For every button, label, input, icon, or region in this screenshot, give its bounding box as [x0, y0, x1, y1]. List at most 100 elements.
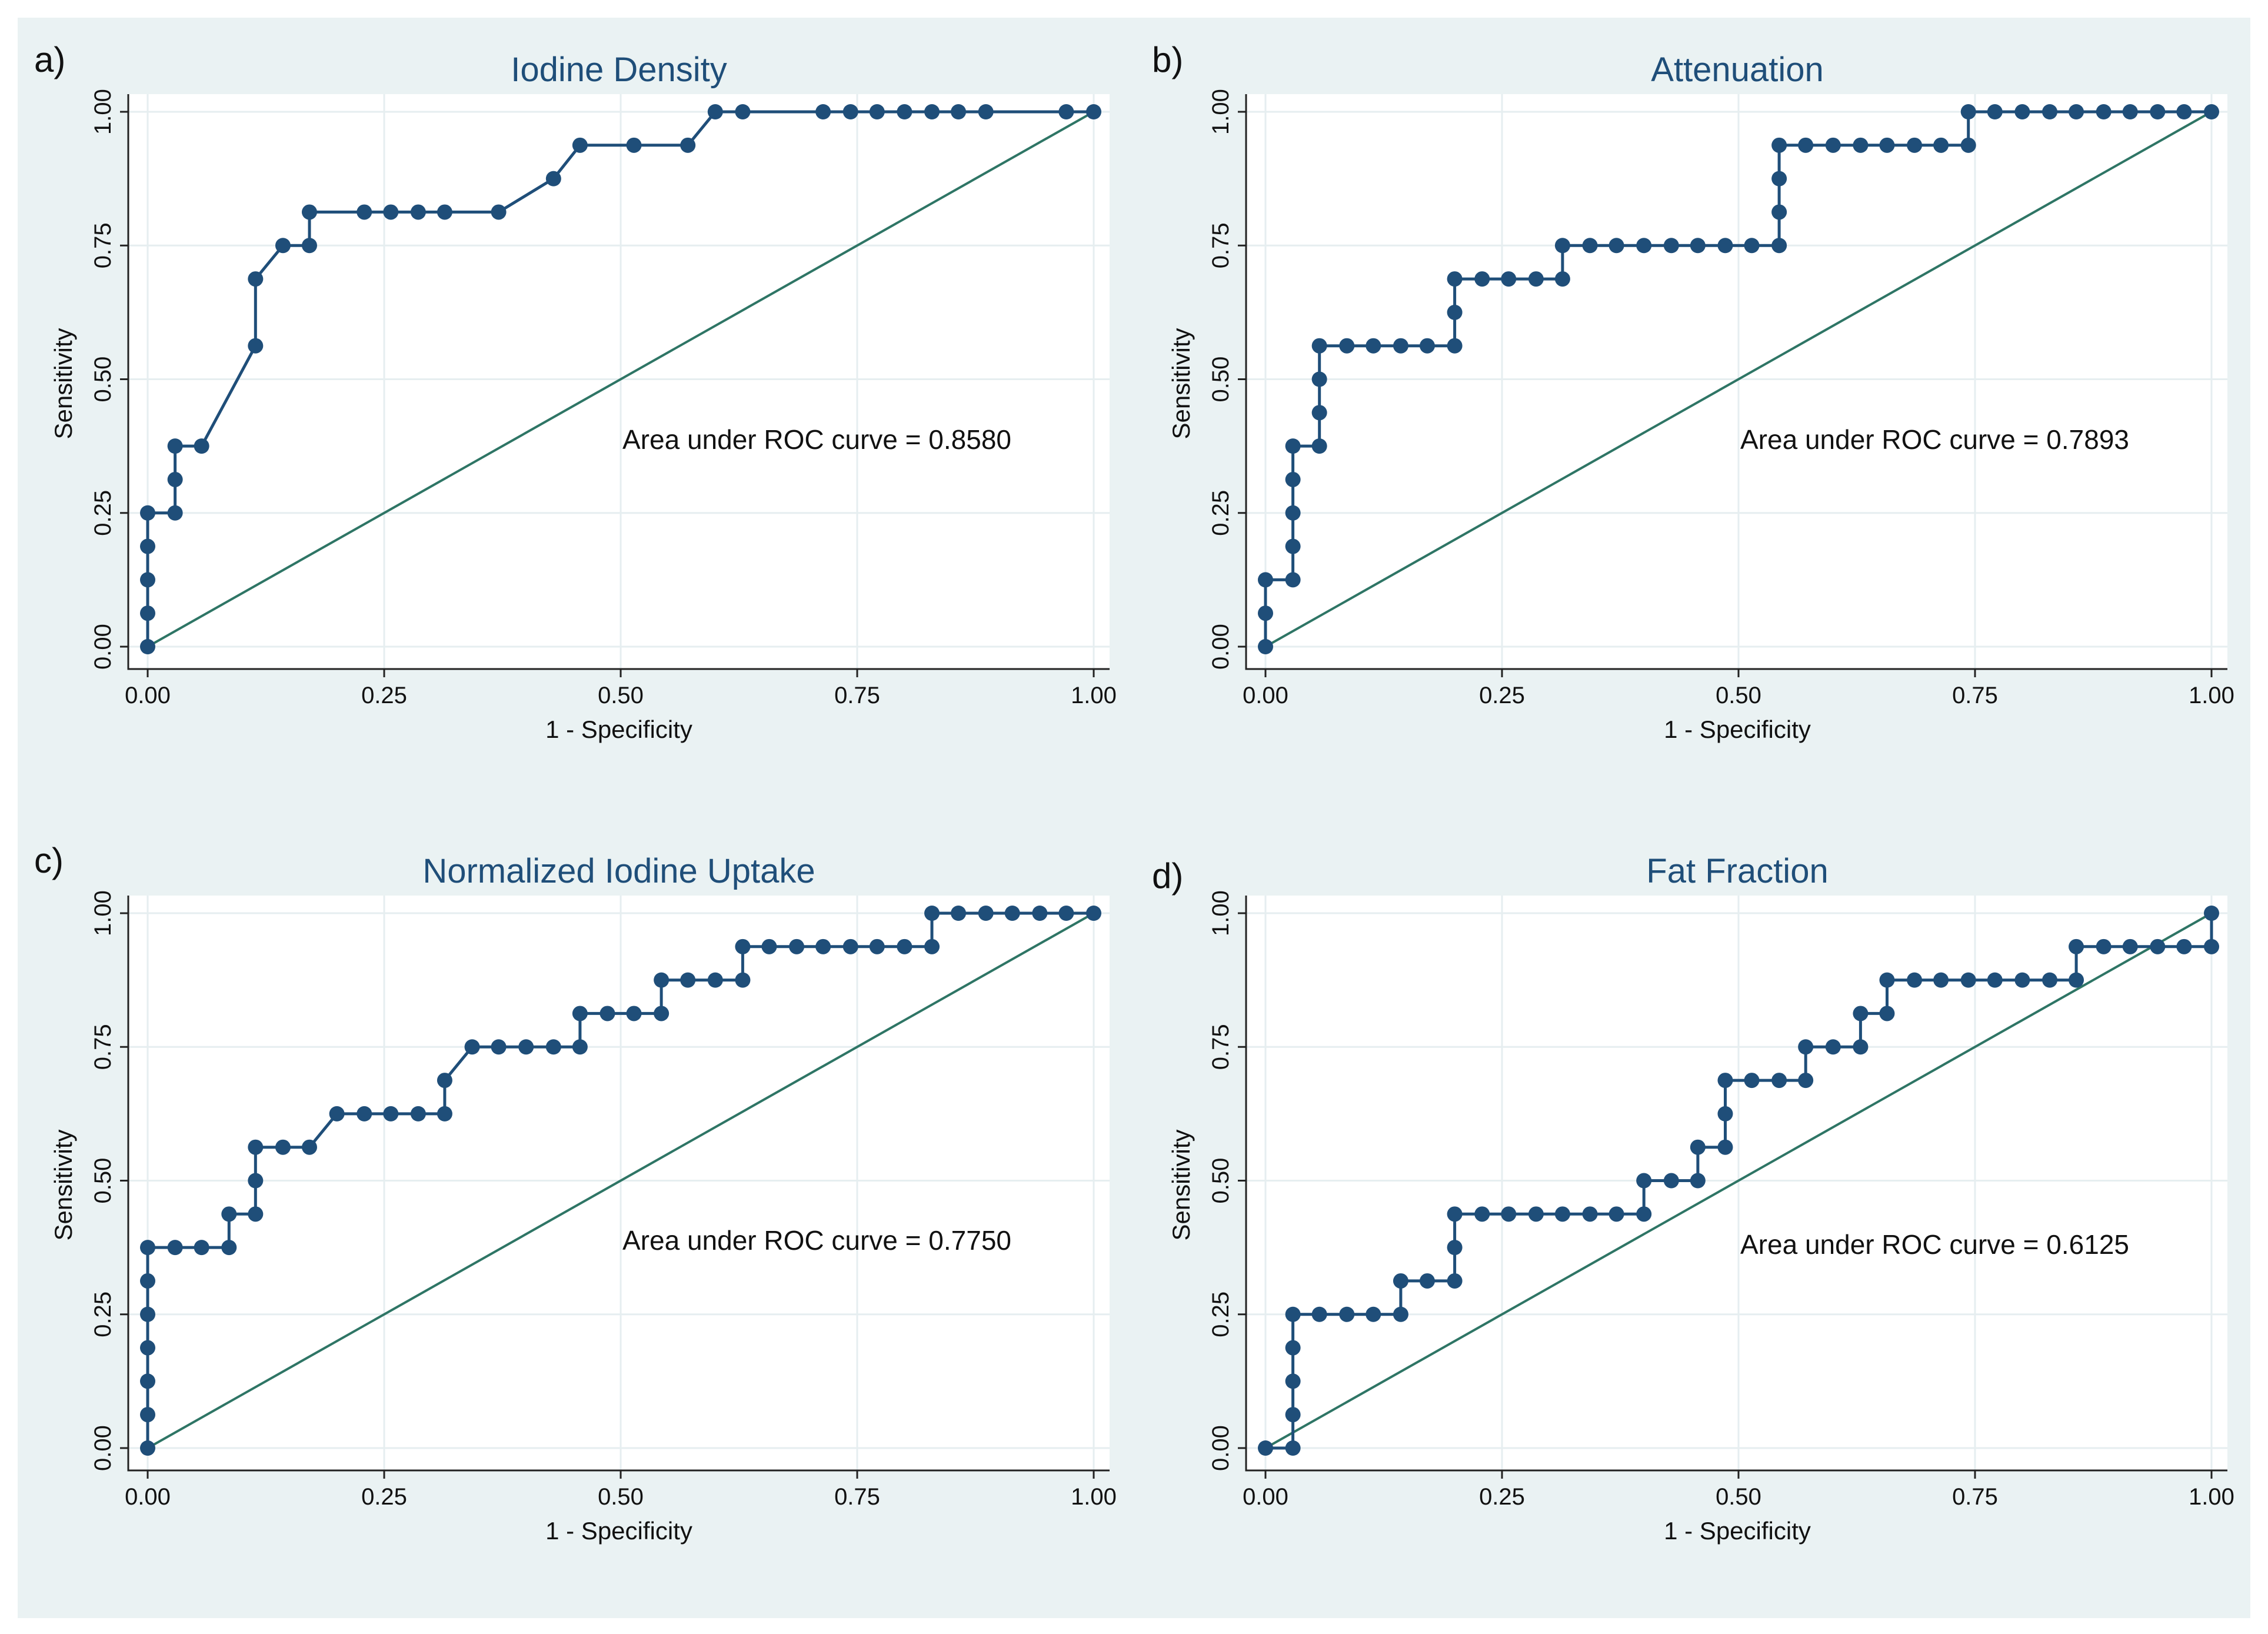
panel-a-roc-point-31 — [978, 104, 994, 119]
panel-b-roc-point-45 — [2042, 104, 2058, 119]
panel-b-roc-point-37 — [1853, 137, 1869, 153]
panel-b-title: Attenuation — [1651, 51, 1823, 89]
panel-b-roc-point-0 — [1258, 639, 1273, 654]
panel-c-roc-point-31 — [654, 972, 670, 988]
panel-b-axes — [1245, 94, 2227, 670]
panel-c-roc-point-16 — [329, 1106, 345, 1121]
panel-d-roc-point-15 — [1474, 1206, 1490, 1222]
panel-d-roc-point-41 — [1987, 972, 2003, 988]
panel-b-roc-point-5 — [1285, 505, 1301, 521]
panel-c-roc-point-11 — [248, 1206, 264, 1222]
panel-b-x-tick-label-0: 0.00 — [1243, 683, 1288, 708]
panel-d-y-tick-label-4: 1.00 — [1208, 890, 1234, 936]
panel-c-roc-point-44 — [951, 906, 967, 921]
panel-d-roc-point-48 — [2150, 939, 2166, 954]
panel-d-roc-point-31 — [1798, 1073, 1814, 1089]
panel-c-roc-point-7 — [167, 1240, 183, 1256]
panel-b-roc-point-24 — [1582, 238, 1598, 254]
panel-b-roc-point-39 — [1907, 137, 1923, 153]
panel-a-roc-point-7 — [167, 438, 183, 454]
panel-d-x-tick-label-2: 0.50 — [1716, 1484, 1761, 1510]
panel-d-roc-point-50 — [2204, 939, 2219, 954]
panel-c-roc-point-19 — [410, 1106, 426, 1121]
panel-d-plot-area — [1246, 896, 2227, 1470]
panel-d-roc-point-4 — [1285, 1340, 1301, 1356]
panel-d-x-axis-label: 1 - Specificity — [1664, 1517, 1811, 1545]
panel-d-auc-annotation: Area under ROC curve = 0.6125 — [1740, 1229, 2129, 1260]
panel-b-roc-point-23 — [1554, 238, 1570, 254]
panel-a-roc-point-8 — [194, 438, 209, 454]
panel-c-roc-point-40 — [869, 939, 885, 954]
panel-d-roc-point-44 — [2069, 972, 2084, 988]
panel-a-roc-point-12 — [301, 238, 317, 254]
panel-a-x-axis-label: 1 - Specificity — [545, 716, 692, 743]
panel-b-roc-point-31 — [1771, 238, 1787, 254]
panel-b-roc-point-11 — [1311, 338, 1327, 354]
panel-c-roc-point-37 — [789, 939, 805, 954]
panel-d-roc-point-49 — [2176, 939, 2192, 954]
panel-c-letter: c) — [34, 841, 64, 880]
panel-b-roc-point-3 — [1285, 572, 1301, 588]
panel-a-roc-points — [140, 104, 1101, 654]
panel-a-roc-point-9 — [248, 338, 264, 354]
panel-a-roc-curve — [146, 110, 1094, 647]
panel-a-roc-point-11 — [275, 238, 291, 254]
panel-b-roc-point-48 — [2122, 104, 2138, 119]
panel-a-auc-annotation: Area under ROC curve = 0.8580 — [622, 424, 1011, 455]
panel-d-roc-point-14 — [1447, 1206, 1463, 1222]
panel-a-y-ticks: 0.00 0.25 0.50 0.75 1.00 — [90, 89, 128, 670]
panel-d-roc-point-24 — [1690, 1173, 1706, 1189]
panel-a-roc-point-29 — [924, 104, 940, 119]
panel-d-y-tick-label-2: 0.50 — [1208, 1158, 1234, 1204]
panel-c-roc-point-21 — [437, 1073, 452, 1089]
panel-d-roc-point-20 — [1608, 1206, 1624, 1222]
panel-b-y-axis-label: Sensitivity — [1167, 328, 1195, 439]
panel-d-roc-point-8 — [1366, 1306, 1381, 1322]
panel-c-roc-point-3 — [140, 1340, 155, 1356]
panel-a-axes — [127, 94, 1110, 670]
panel-b-x-tick-label-3: 0.75 — [1952, 683, 1998, 708]
panel-c-roc-point-22 — [464, 1039, 480, 1055]
panel-a-roc-point-0 — [140, 639, 155, 654]
panel-a-reference-line — [147, 111, 1094, 648]
panel-c-roc-point-47 — [1032, 906, 1048, 921]
panel-b-y-tick-label-0: 0.00 — [1208, 624, 1234, 670]
panel-d-y-ticks: 0.00 0.25 0.50 0.75 1.00 — [1208, 890, 1246, 1471]
panel-c-roc-point-14 — [275, 1139, 291, 1155]
panel-d-y-tick-label-1: 0.25 — [1208, 1292, 1234, 1337]
panel-d-roc-point-28 — [1717, 1073, 1733, 1089]
panel-c-roc-point-38 — [815, 939, 831, 954]
panel-b-y-ticks: 0.00 0.25 0.50 0.75 1.00 — [1208, 89, 1246, 670]
panel-b-roc-point-27 — [1663, 238, 1679, 254]
panel-a-roc-point-2 — [140, 572, 155, 588]
panel-b-roc-point-41 — [1960, 137, 1976, 153]
panel-b-roc-point-49 — [2150, 104, 2166, 119]
panel-b-roc-point-42 — [1960, 104, 1976, 119]
panel-a-roc-point-24 — [735, 104, 751, 119]
panel-c-roc-point-41 — [897, 939, 912, 954]
panel-d-roc-curve — [1265, 913, 2213, 1450]
panel-c-roc-point-25 — [545, 1039, 561, 1055]
panel-c-roc-point-26 — [572, 1039, 588, 1055]
panel-c-reference-line — [147, 912, 1094, 1449]
panel-a-roc-point-32 — [1058, 104, 1074, 119]
panel-b-roc-point-22 — [1554, 271, 1570, 287]
panel-a-y-tick-label-2: 0.50 — [90, 357, 116, 402]
panel-c-roc-point-17 — [357, 1106, 372, 1121]
panel-d-roc-point-35 — [1853, 1006, 1869, 1021]
panel-d-roc-point-10 — [1393, 1273, 1408, 1289]
panel-c-roc-point-42 — [924, 939, 940, 954]
panel-a-letter: a) — [34, 40, 65, 79]
panel-d-roc-point-47 — [2122, 939, 2138, 954]
panel-b-x-ticks: 0.00 0.25 0.50 0.75 1.00 — [1243, 94, 2234, 708]
panel-b-roc-point-20 — [1501, 271, 1517, 287]
panel-d-roc-point-27 — [1717, 1106, 1733, 1121]
panel-b-roc-point-46 — [2069, 104, 2084, 119]
panel-d-roc-point-17 — [1528, 1206, 1544, 1222]
panel-c-roc-point-10 — [221, 1206, 237, 1222]
panel-b-roc-point-26 — [1636, 238, 1652, 254]
panel-c-roc-point-36 — [761, 939, 777, 954]
panel-c-title: Normalized Iodine Uptake — [422, 852, 815, 890]
panel-c-axes — [127, 896, 1110, 1472]
